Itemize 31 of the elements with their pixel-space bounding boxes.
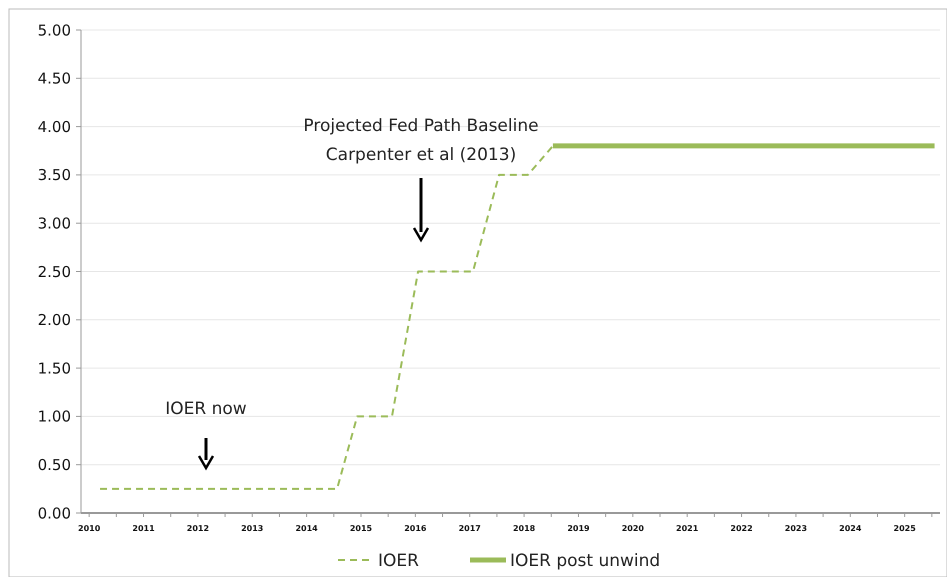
- y-tick-label: 5.00: [38, 21, 71, 40]
- y-tick-label: 2.50: [38, 262, 71, 281]
- x-tick-label: 2020: [622, 524, 644, 533]
- x-tick-label: 2019: [567, 524, 590, 533]
- y-tick-label: 0.50: [38, 456, 71, 474]
- x-tick-label: 2022: [730, 524, 753, 533]
- x-tick-label: 2017: [458, 524, 481, 533]
- x-tick-label: 2015: [350, 524, 373, 533]
- x-tick-label: 2013: [241, 524, 264, 533]
- annotation: Projected Fed Path Baseline Carpenter et al (2013): [303, 116, 539, 165]
- x-tick-label: 2011: [132, 524, 156, 533]
- y-tick-label: 2.00: [38, 311, 71, 330]
- y-tick-label: 1.00: [38, 408, 71, 426]
- y-tick-label: 1.50: [38, 359, 71, 378]
- x-tick-label: 2021: [676, 524, 699, 533]
- legend-label: IOER: [378, 550, 420, 571]
- x-tick-label: 2018: [512, 524, 536, 533]
- y-tick-label: 3.50: [38, 166, 71, 184]
- x-tick-label: 2025: [894, 524, 916, 533]
- y-tick-label: 4.50: [38, 70, 71, 88]
- y-tick-label: 4.00: [38, 118, 71, 136]
- x-tick-label: 2010: [78, 524, 101, 533]
- legend-label: IOER post unwind: [510, 550, 660, 571]
- annotation: IOER now: [165, 399, 247, 419]
- x-tick-label: 2024: [839, 524, 862, 533]
- y-tick-label: 0.00: [38, 504, 71, 522]
- y-tick-label: 3.00: [38, 214, 71, 232]
- x-tick-label: 2016: [404, 524, 427, 533]
- x-tick-label: 2012: [186, 524, 210, 533]
- x-tick-label: 2014: [295, 524, 318, 533]
- x-tick-label: 2023: [784, 524, 808, 533]
